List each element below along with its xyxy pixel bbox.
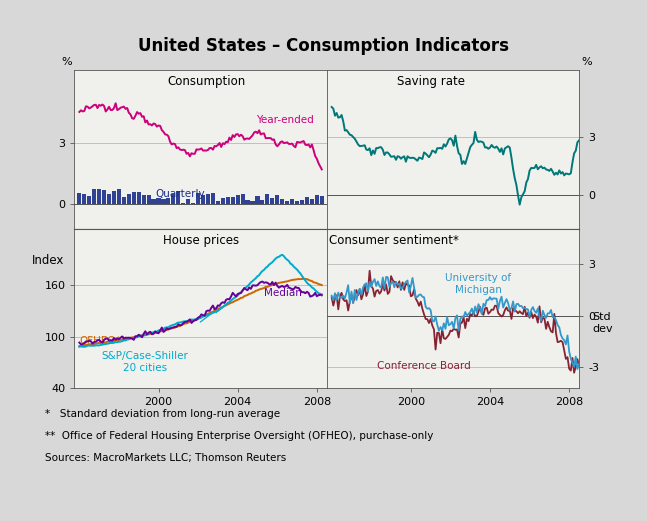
- Bar: [166, 198, 171, 204]
- Bar: [77, 193, 82, 204]
- Bar: [211, 193, 215, 204]
- Bar: [270, 197, 274, 204]
- Text: OFHEO**: OFHEO**: [80, 336, 126, 345]
- Bar: [107, 194, 111, 204]
- Bar: [127, 194, 131, 204]
- Text: %: %: [61, 57, 72, 67]
- Bar: [171, 194, 175, 204]
- Bar: [196, 193, 200, 204]
- Text: Index: Index: [32, 254, 65, 267]
- Bar: [280, 199, 284, 204]
- Text: United States – Consumption Indicators: United States – Consumption Indicators: [138, 36, 509, 55]
- Text: Year-ended: Year-ended: [256, 115, 314, 125]
- Bar: [314, 195, 319, 204]
- Text: Consumption: Consumption: [168, 75, 246, 88]
- Bar: [122, 197, 126, 204]
- Bar: [82, 194, 87, 204]
- Bar: [206, 194, 210, 204]
- Bar: [290, 200, 294, 204]
- Bar: [151, 199, 156, 204]
- Bar: [250, 201, 255, 204]
- Bar: [97, 189, 101, 204]
- Text: %: %: [582, 57, 592, 67]
- Bar: [265, 194, 269, 204]
- Bar: [146, 195, 151, 204]
- Bar: [241, 194, 245, 204]
- Bar: [201, 195, 205, 204]
- Text: Saving rate: Saving rate: [397, 75, 465, 88]
- Bar: [256, 196, 259, 204]
- Bar: [191, 203, 195, 204]
- Text: S&P/Case-Shiller
20 cities: S&P/Case-Shiller 20 cities: [102, 351, 188, 373]
- Text: Quarterly: Quarterly: [155, 190, 205, 200]
- Bar: [236, 195, 240, 204]
- Text: *   Standard deviation from long-run average: * Standard deviation from long-run avera…: [45, 409, 280, 419]
- Bar: [260, 200, 265, 204]
- Bar: [112, 191, 116, 204]
- Bar: [117, 190, 121, 204]
- Bar: [285, 201, 289, 204]
- Text: Std
dev: Std dev: [592, 312, 613, 334]
- Text: House prices: House prices: [163, 234, 239, 247]
- Bar: [137, 192, 141, 204]
- Bar: [295, 201, 299, 204]
- Bar: [102, 190, 106, 204]
- Bar: [300, 200, 304, 204]
- Bar: [176, 191, 181, 204]
- Text: **  Office of Federal Housing Enterprise Oversight (OFHEO), purchase-only: ** Office of Federal Housing Enterprise …: [45, 431, 433, 441]
- Bar: [142, 194, 146, 204]
- Bar: [305, 197, 309, 204]
- Bar: [132, 192, 136, 204]
- Text: University of
Michigan: University of Michigan: [445, 273, 511, 295]
- Bar: [226, 197, 230, 204]
- Bar: [230, 197, 235, 204]
- Bar: [216, 201, 220, 204]
- Bar: [157, 198, 160, 204]
- Bar: [310, 199, 314, 204]
- Bar: [245, 200, 250, 204]
- Text: Sources: MacroMarkets LLC; Thomson Reuters: Sources: MacroMarkets LLC; Thomson Reute…: [45, 453, 287, 463]
- Bar: [275, 195, 280, 204]
- Text: Median: Median: [264, 288, 302, 298]
- Bar: [181, 203, 185, 204]
- Bar: [92, 189, 96, 204]
- Text: Conference Board: Conference Board: [377, 361, 471, 371]
- Bar: [87, 196, 91, 204]
- Bar: [161, 199, 166, 204]
- Bar: [320, 196, 324, 204]
- Text: Consumer sentiment*: Consumer sentiment*: [329, 234, 459, 247]
- Bar: [186, 199, 190, 204]
- Bar: [221, 197, 225, 204]
